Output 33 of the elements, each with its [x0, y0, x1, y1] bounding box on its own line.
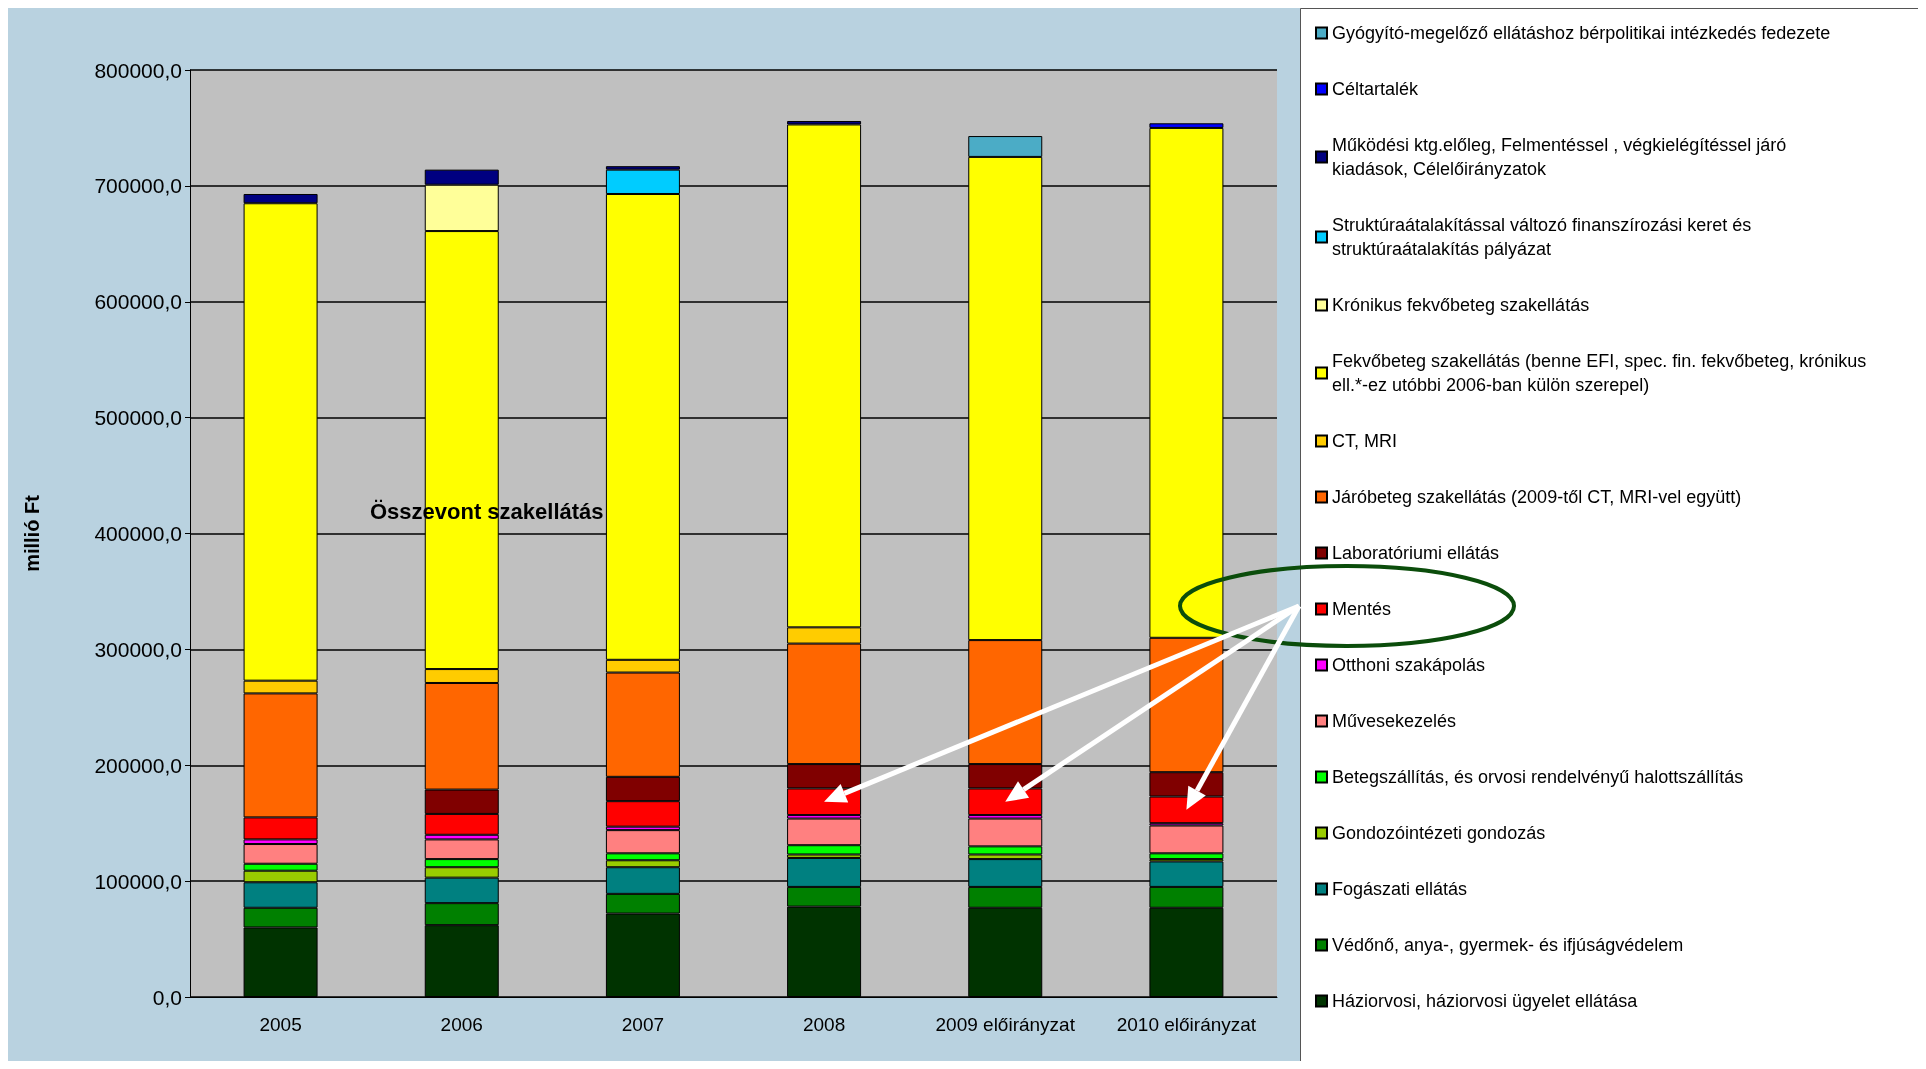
y-tick-label: 700000,0	[94, 174, 182, 198]
legend-label: Művesekezelés	[1332, 711, 1457, 731]
legend-label: Háziorvosi, háziorvosi ügyelet ellátása	[1332, 991, 1639, 1011]
x-tick-label: 2009 előirányzat	[935, 1014, 1076, 1035]
x-tick-label: 2007	[621, 1014, 665, 1035]
legend-label: Működési ktg.előleg, Felmentéssel , végkielégítéssel járó kiadások, Célelőirányzatok	[1332, 135, 1792, 179]
legend-label: Mentés	[1332, 599, 1392, 619]
x-tick-label: 2010 előirányzat	[1116, 1014, 1257, 1035]
legend-label: Céltartalék	[1332, 79, 1420, 99]
legend-label: Járóbeteg szakellátás (2009-től CT, MRI-vel együtt)	[1332, 487, 1742, 507]
y-tick-label: 100000,0	[94, 869, 182, 893]
legend-label: Fogászati ellátás	[1332, 879, 1468, 899]
legend-label: Gondozóintézeti gondozás	[1332, 823, 1546, 843]
legend-label: CT, MRI	[1332, 431, 1397, 451]
legend-label: Védőnő, anya-, gyermek- és ifjúságvédelem	[1332, 935, 1684, 955]
y-axis-title: millió Ft	[21, 494, 43, 572]
y-tick-label: 300000,0	[94, 637, 182, 661]
x-tick-label: 2006	[440, 1014, 483, 1035]
legend-label: Gyógyító-megelőző ellátáshoz bérpolitikai intézkedés fedezete	[1332, 23, 1831, 43]
x-tick-label: 2008	[802, 1014, 846, 1035]
y-tick-label: 500000,0	[94, 406, 182, 430]
x-tick-label: 2005	[259, 1014, 302, 1035]
legend-label: Struktúraátalakítással változó finanszírozási keret és struktúraátalakítás pályázat	[1332, 215, 1757, 259]
y-tick-label: 600000,0	[94, 290, 182, 314]
legend-label: Otthoni szakápolás	[1332, 655, 1486, 675]
y-tick-label: 400000,0	[94, 522, 182, 545]
y-tick-label: 0,0	[152, 985, 182, 1009]
legend-label: Betegszállítás, és orvosi rendelvényű halottszállítás	[1332, 767, 1744, 787]
y-tick-label: 200000,0	[94, 753, 182, 777]
legend-label: Fekvőbeteg szakellátás (benne EFI, spec. fin. fekvőbeteg, krónikus ell.*-ez utóbbi 2006-ban külön szerepel)	[1332, 351, 1872, 395]
legend-label: Laboratóriumi ellátás	[1332, 543, 1500, 563]
y-tick-label: 800000,0	[94, 58, 182, 82]
legend-label: Krónikus fekvőbeteg szakellátás	[1332, 295, 1590, 315]
